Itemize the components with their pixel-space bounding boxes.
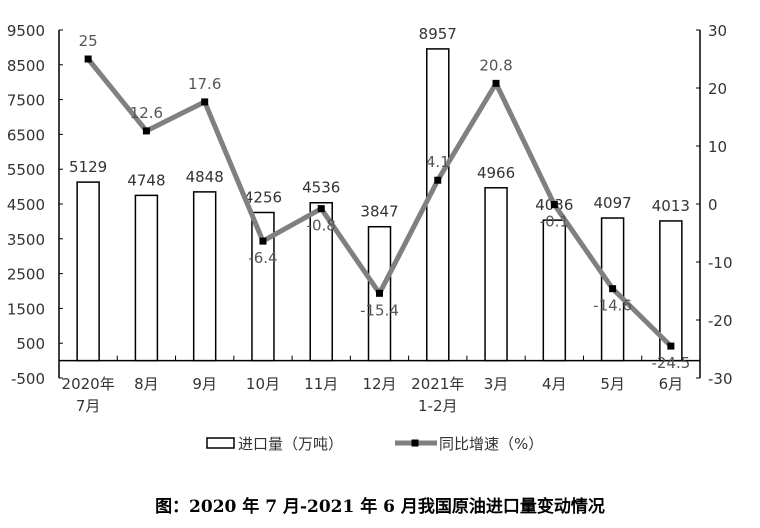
- x-tick-label: 12月: [362, 375, 396, 393]
- right-tick-label: -20: [708, 312, 733, 330]
- bar: [76, 181, 100, 362]
- line-marker: [317, 205, 325, 213]
- figure-caption: 图：2020 年 7 月-2021 年 6 月我国原油进口量变动情况: [155, 497, 605, 517]
- bar: [251, 211, 275, 362]
- legend-bar-label: 进口量（万吨）: [238, 435, 343, 453]
- bar: [484, 187, 508, 362]
- right-tick-label: 10: [708, 138, 727, 156]
- left-tick-label: 2500: [7, 266, 45, 284]
- bar-data-label: 4966: [477, 164, 515, 182]
- left-tick-label: 7500: [7, 92, 45, 110]
- line-data-label: -0.8: [307, 217, 336, 235]
- bar: [659, 220, 683, 362]
- line-data-label: 20.8: [479, 56, 512, 74]
- x-tick-label: 1-2月: [418, 397, 458, 415]
- line-marker: [667, 342, 675, 350]
- line-data-label: 17.6: [188, 75, 221, 93]
- line-marker: [376, 289, 383, 297]
- line-marker: [201, 98, 209, 106]
- line-data-label: -6.4: [248, 249, 277, 267]
- left-tick-label: 500: [16, 335, 45, 353]
- bar-data-label: 4536: [302, 179, 340, 197]
- line-marker: [259, 237, 267, 245]
- line-marker: [609, 285, 617, 293]
- left-tick-label: 9500: [7, 22, 45, 40]
- left-tick-label: -500: [11, 370, 45, 388]
- right-tick-label: 0: [708, 196, 718, 214]
- left-tick-label: 3500: [7, 231, 45, 249]
- x-tick-label: 8月: [134, 375, 159, 393]
- bar: [426, 48, 450, 362]
- x-tick-label: 7月: [76, 397, 101, 415]
- legend-bar-swatch: [206, 437, 235, 449]
- right-tick-label: -30: [708, 370, 733, 388]
- line-marker: [492, 79, 500, 87]
- bar: [192, 191, 217, 362]
- legend-line-label: 同比增速（%）: [439, 435, 543, 453]
- x-tick-label: 3月: [484, 375, 509, 393]
- line-data-label: 4.1: [426, 153, 450, 171]
- line-data-label: 12.6: [130, 104, 163, 122]
- right-tick-label: -10: [708, 254, 733, 272]
- bar: [542, 219, 567, 362]
- left-tick-label: 6500: [7, 126, 45, 144]
- left-tick-label: 5500: [7, 161, 45, 179]
- x-tick-label: 9月: [192, 375, 217, 393]
- x-tick-label: 11月: [304, 375, 338, 393]
- line-data-label: 25: [79, 32, 98, 50]
- x-tick-label: 6月: [659, 375, 684, 393]
- bar-data-label: 4013: [652, 197, 690, 215]
- right-tick-label: 20: [708, 80, 727, 98]
- left-tick-label: 4500: [7, 196, 45, 214]
- bar-data-label: 3847: [360, 203, 398, 221]
- x-tick-label: 4月: [542, 375, 567, 393]
- x-tick-label: 2020年: [62, 375, 115, 393]
- x-tick-label: 2021年: [411, 375, 464, 393]
- line-data-label: -0.1: [540, 213, 569, 231]
- left-tick-label: 8500: [7, 57, 45, 75]
- bar-data-label: 4848: [186, 168, 224, 186]
- line-data-label: -14.6: [593, 297, 632, 315]
- bar: [134, 194, 159, 362]
- legend-line-marker: [411, 439, 419, 447]
- line-marker: [550, 201, 558, 209]
- left-tick-label: 1500: [7, 300, 45, 318]
- line-data-label: -24.5: [651, 354, 690, 372]
- bar-data-label: 4097: [593, 194, 631, 212]
- x-tick-label: 5月: [600, 375, 625, 393]
- bar-data-label: 8957: [419, 25, 457, 43]
- bar-data-label: 4256: [244, 188, 282, 206]
- bar: [309, 201, 333, 362]
- line-marker: [434, 176, 442, 184]
- line-data-label: -15.4: [360, 301, 399, 319]
- x-tick-label: 10月: [246, 375, 280, 393]
- bar-data-label: 4748: [127, 171, 165, 189]
- right-tick-label: 30: [708, 22, 727, 40]
- bar-data-label: 5129: [69, 158, 107, 176]
- line-marker: [84, 55, 92, 63]
- combo-chart: -500 500 1500 2500 3500 4500 5500 6500 7500 8500 9…: [7, 22, 733, 453]
- line-marker: [142, 127, 150, 135]
